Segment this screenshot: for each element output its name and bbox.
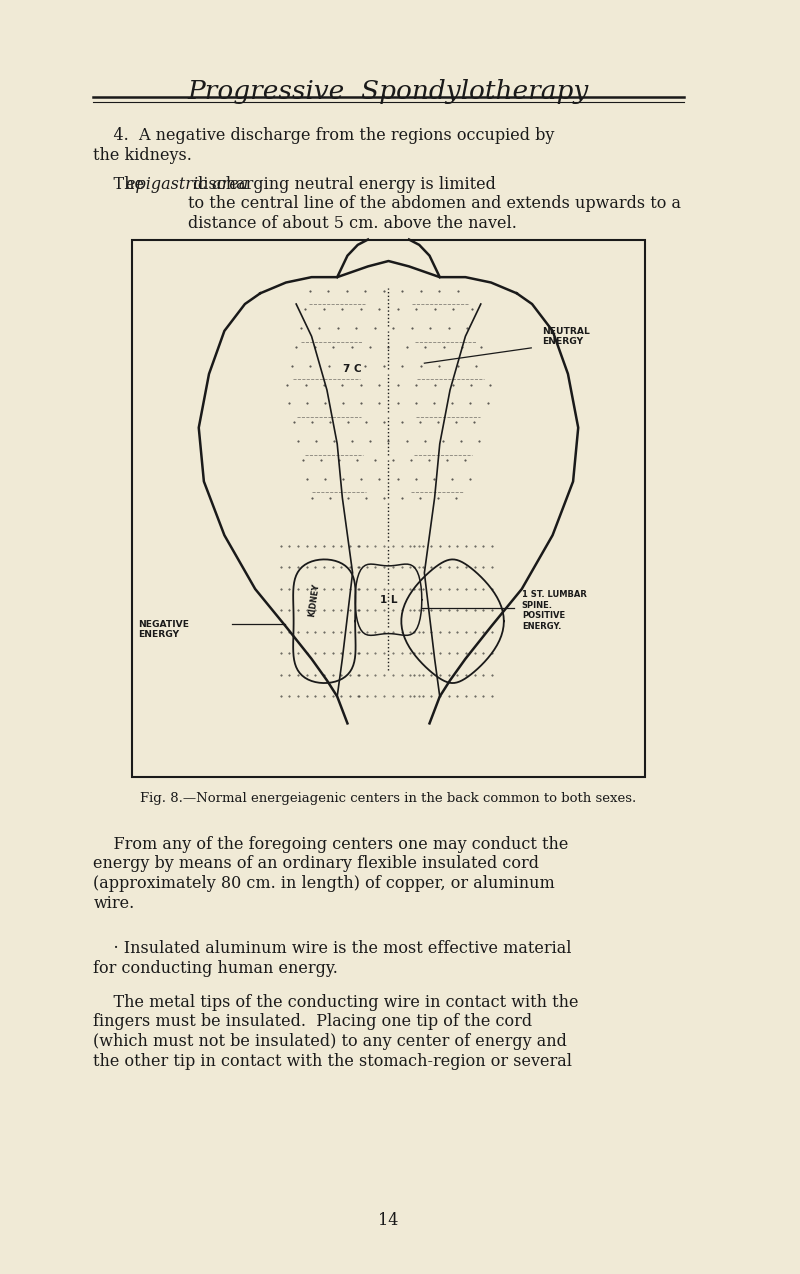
Text: The metal tips of the conducting wire in contact with the
fingers must be insula: The metal tips of the conducting wire in… — [94, 994, 578, 1069]
Text: From any of the foregoing centers one may conduct the
energy by means of an ordi: From any of the foregoing centers one ma… — [94, 836, 569, 911]
Text: epigastric area: epigastric area — [126, 176, 249, 192]
Text: · Insulated aluminum wire is the most effective material
for conducting human en: · Insulated aluminum wire is the most ef… — [94, 940, 572, 977]
Text: 1 L: 1 L — [380, 595, 398, 605]
Text: discharging neutral energy is limited
to the central line of the abdomen and ext: discharging neutral energy is limited to… — [188, 176, 681, 232]
Text: Fig. 8.—Normal energeiagenic centers in the back common to both sexes.: Fig. 8.—Normal energeiagenic centers in … — [140, 792, 637, 805]
Text: 1 ST. LUMBAR
SPINE.
POSITIVE
ENERGY.: 1 ST. LUMBAR SPINE. POSITIVE ENERGY. — [522, 590, 586, 631]
FancyBboxPatch shape — [132, 240, 645, 777]
Text: NEUTRAL
ENERGY: NEUTRAL ENERGY — [542, 326, 590, 347]
Text: Progressive  Spondylotherapy: Progressive Spondylotherapy — [188, 79, 589, 104]
Text: KIDNEY: KIDNEY — [307, 582, 321, 617]
Text: 14: 14 — [378, 1212, 398, 1229]
Text: NEGATIVE
ENERGY: NEGATIVE ENERGY — [138, 619, 190, 640]
Text: The: The — [94, 176, 150, 192]
Text: 7 C: 7 C — [343, 363, 362, 373]
Text: 4.  A negative discharge from the regions occupied by
the kidneys.: 4. A negative discharge from the regions… — [94, 127, 554, 164]
